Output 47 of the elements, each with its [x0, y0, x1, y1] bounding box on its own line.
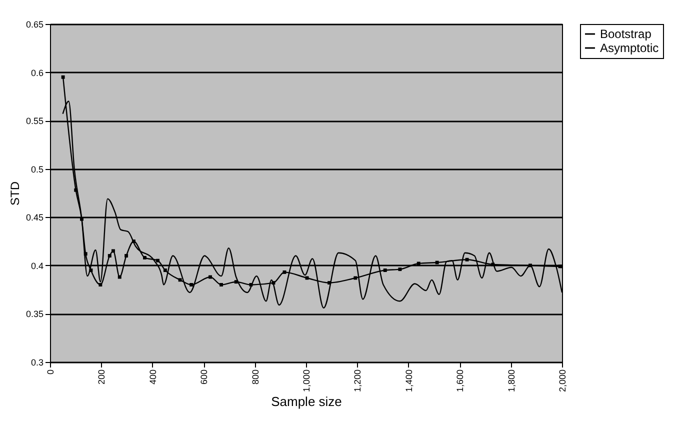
x-tick-label: 1,000	[302, 370, 312, 392]
point	[383, 268, 387, 272]
point	[89, 268, 93, 272]
y-tick-label: 0.5	[30, 164, 44, 174]
point	[528, 264, 532, 268]
point	[112, 249, 115, 253]
y-tick-label: 0.35	[26, 309, 44, 320]
x-axis-title: Sample size	[271, 394, 342, 410]
x-tick-label: 0	[46, 370, 56, 375]
x-tick-label: 600	[199, 370, 210, 385]
point	[328, 281, 332, 285]
point	[190, 283, 194, 286]
legend-label: Bootstrap	[600, 27, 652, 41]
point	[84, 252, 88, 256]
x-tick-label: 1,400	[404, 370, 414, 392]
x-tick-label: 200	[96, 370, 107, 385]
x-tick-label: 1,600	[455, 370, 466, 392]
x-tick-label: 400	[148, 370, 158, 385]
point	[491, 262, 495, 266]
point	[163, 268, 167, 272]
y-tick-label: 0.4	[30, 260, 44, 271]
x-tick-label: 2,000	[558, 370, 568, 392]
point	[61, 75, 65, 79]
legend-label: Asymptotic	[600, 41, 659, 55]
point	[142, 256, 146, 260]
point	[124, 254, 128, 258]
y-tick-label: 0.45	[26, 212, 44, 223]
point	[398, 268, 402, 272]
point	[178, 278, 182, 282]
point	[249, 283, 253, 286]
point	[98, 283, 102, 286]
point	[465, 258, 469, 262]
x-tick-label: 800	[250, 370, 260, 385]
y-tick-label: 0.65	[26, 20, 44, 30]
point	[74, 188, 78, 192]
point	[156, 258, 160, 262]
y-tick-label: 0.3	[30, 358, 44, 368]
y-axis-title: STD	[8, 181, 22, 206]
point	[435, 260, 439, 264]
point	[220, 283, 223, 286]
x-tick-label: 1,800	[506, 370, 516, 392]
point	[234, 280, 238, 284]
y-tick-label: 0.55	[26, 116, 44, 126]
y-tick-label: 0.6	[30, 68, 44, 78]
x-tick-label: 1,200	[352, 370, 363, 392]
point	[108, 254, 112, 258]
point	[132, 240, 136, 244]
